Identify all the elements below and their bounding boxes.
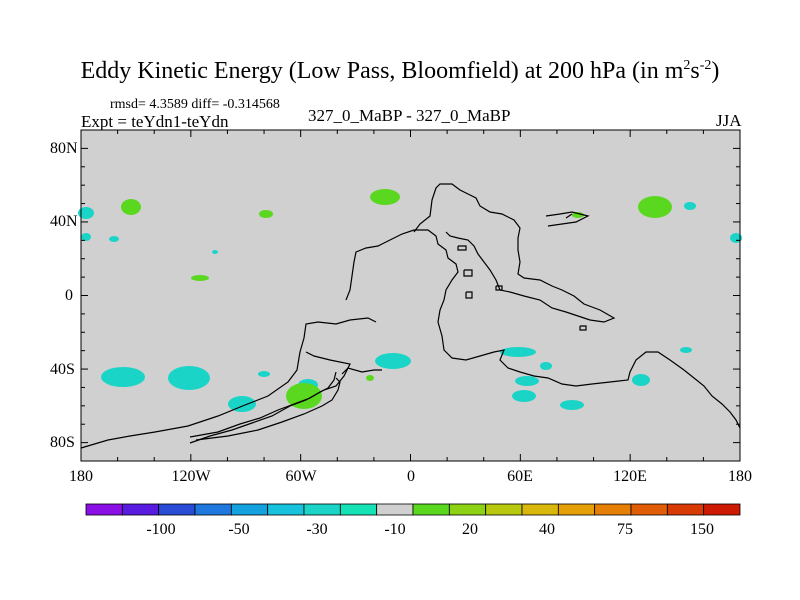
- coastline: [495, 285, 503, 291]
- coastline: [189, 371, 337, 438]
- coastline: [579, 325, 587, 331]
- colorbar-swatch: [521, 503, 559, 516]
- lon-label: 120E: [613, 468, 647, 485]
- anomaly-cyan: [168, 366, 210, 390]
- coastline: [341, 367, 382, 375]
- anomaly-cyan: [540, 362, 552, 370]
- colorbar-label: -10: [384, 521, 406, 538]
- lat-label: 80S: [50, 434, 75, 451]
- colorbar-swatch: [194, 503, 232, 516]
- coastline: [195, 377, 341, 441]
- colorbar-label: 20: [462, 521, 478, 538]
- colorbar-swatch: [412, 503, 450, 516]
- lon-label: 0: [407, 468, 415, 485]
- green-anomalies: [121, 189, 672, 409]
- anomaly-cyan: [680, 347, 692, 353]
- colorbar-label: -100: [146, 521, 176, 538]
- anomaly-cyan: [684, 202, 696, 210]
- colorbar-swatch: [121, 503, 160, 516]
- colorbar: [85, 503, 741, 516]
- anomaly-green: [121, 199, 141, 215]
- stats-text: rmsd= 4.3589 diff= -0.314568: [110, 97, 280, 112]
- anomaly-green: [191, 275, 209, 281]
- lat-label: 80N: [50, 140, 78, 157]
- coastline: [463, 269, 473, 277]
- colorbar-swatch: [85, 503, 123, 516]
- colorbar-swatch: [267, 503, 305, 516]
- coastlines: [80, 183, 741, 449]
- lat-label: 0: [65, 287, 73, 304]
- anomaly-green: [370, 189, 400, 205]
- anomaly-cyan: [81, 233, 91, 241]
- colorbar-swatch: [666, 503, 705, 516]
- colorbar-swatch: [703, 503, 741, 516]
- colorbar-label: 150: [690, 521, 714, 538]
- anomaly-green: [286, 383, 322, 409]
- anomaly-green: [366, 375, 374, 381]
- season-label: JJA: [716, 111, 742, 130]
- anomaly-green: [259, 210, 273, 218]
- anomaly-cyan: [101, 367, 145, 387]
- colorbar-swatch: [630, 503, 668, 516]
- colorbar-swatch: [376, 503, 414, 516]
- coastline: [565, 213, 573, 219]
- anomaly-cyan: [375, 353, 411, 369]
- colorbar-swatch: [339, 503, 378, 516]
- coastline: [465, 291, 473, 299]
- lon-label: 60W: [285, 468, 317, 485]
- anomaly-cyan: [515, 376, 539, 386]
- coastline: [457, 245, 467, 251]
- anomaly-cyan: [78, 207, 94, 219]
- colorbar-swatch: [594, 503, 632, 516]
- anomaly-cyan: [512, 390, 536, 402]
- anomaly-green: [638, 196, 672, 218]
- coastline: [345, 229, 741, 429]
- lat-label: 40S: [50, 361, 75, 378]
- colorbar-swatch: [485, 503, 523, 516]
- colorbar-label: 40: [539, 521, 555, 538]
- lon-label: 60E: [507, 468, 533, 485]
- colorbar-swatch: [158, 503, 196, 516]
- plot-title: Eddy Kinetic Energy (Low Pass, Bloomfiel…: [80, 58, 720, 84]
- center-label: 327_0_MaBP - 327_0_MaBP: [308, 106, 511, 125]
- experiment-label: Expt = teYdn1-teYdn: [81, 112, 229, 131]
- colorbar-swatch: [557, 503, 596, 516]
- axis-ticks: [80, 129, 741, 462]
- coastline: [80, 317, 377, 449]
- colorbar-swatch: [448, 503, 487, 516]
- anomaly-cyan: [500, 347, 536, 357]
- lon-label: 120W: [171, 468, 211, 485]
- lon-label: 180: [728, 468, 752, 485]
- colorbar-label: -50: [228, 521, 250, 538]
- colorbar-swatch: [230, 503, 269, 516]
- anomaly-cyan: [258, 371, 270, 377]
- anomaly-cyan: [109, 236, 119, 242]
- colorbar-label: -30: [306, 521, 328, 538]
- anomaly-green: [572, 212, 584, 218]
- coastline: [413, 183, 616, 323]
- map-background: [81, 130, 740, 461]
- anomaly-cyan: [228, 396, 256, 412]
- colorbar-label: 75: [617, 521, 633, 538]
- anomaly-cyan: [560, 400, 584, 410]
- colorbar-swatch: [303, 503, 341, 516]
- lat-label: 40N: [50, 213, 78, 230]
- cyan-anomalies: [78, 202, 742, 412]
- coastline: [545, 211, 590, 227]
- lon-label: 180: [69, 468, 93, 485]
- anomaly-cyan: [632, 374, 650, 386]
- anomaly-cyan: [212, 250, 218, 254]
